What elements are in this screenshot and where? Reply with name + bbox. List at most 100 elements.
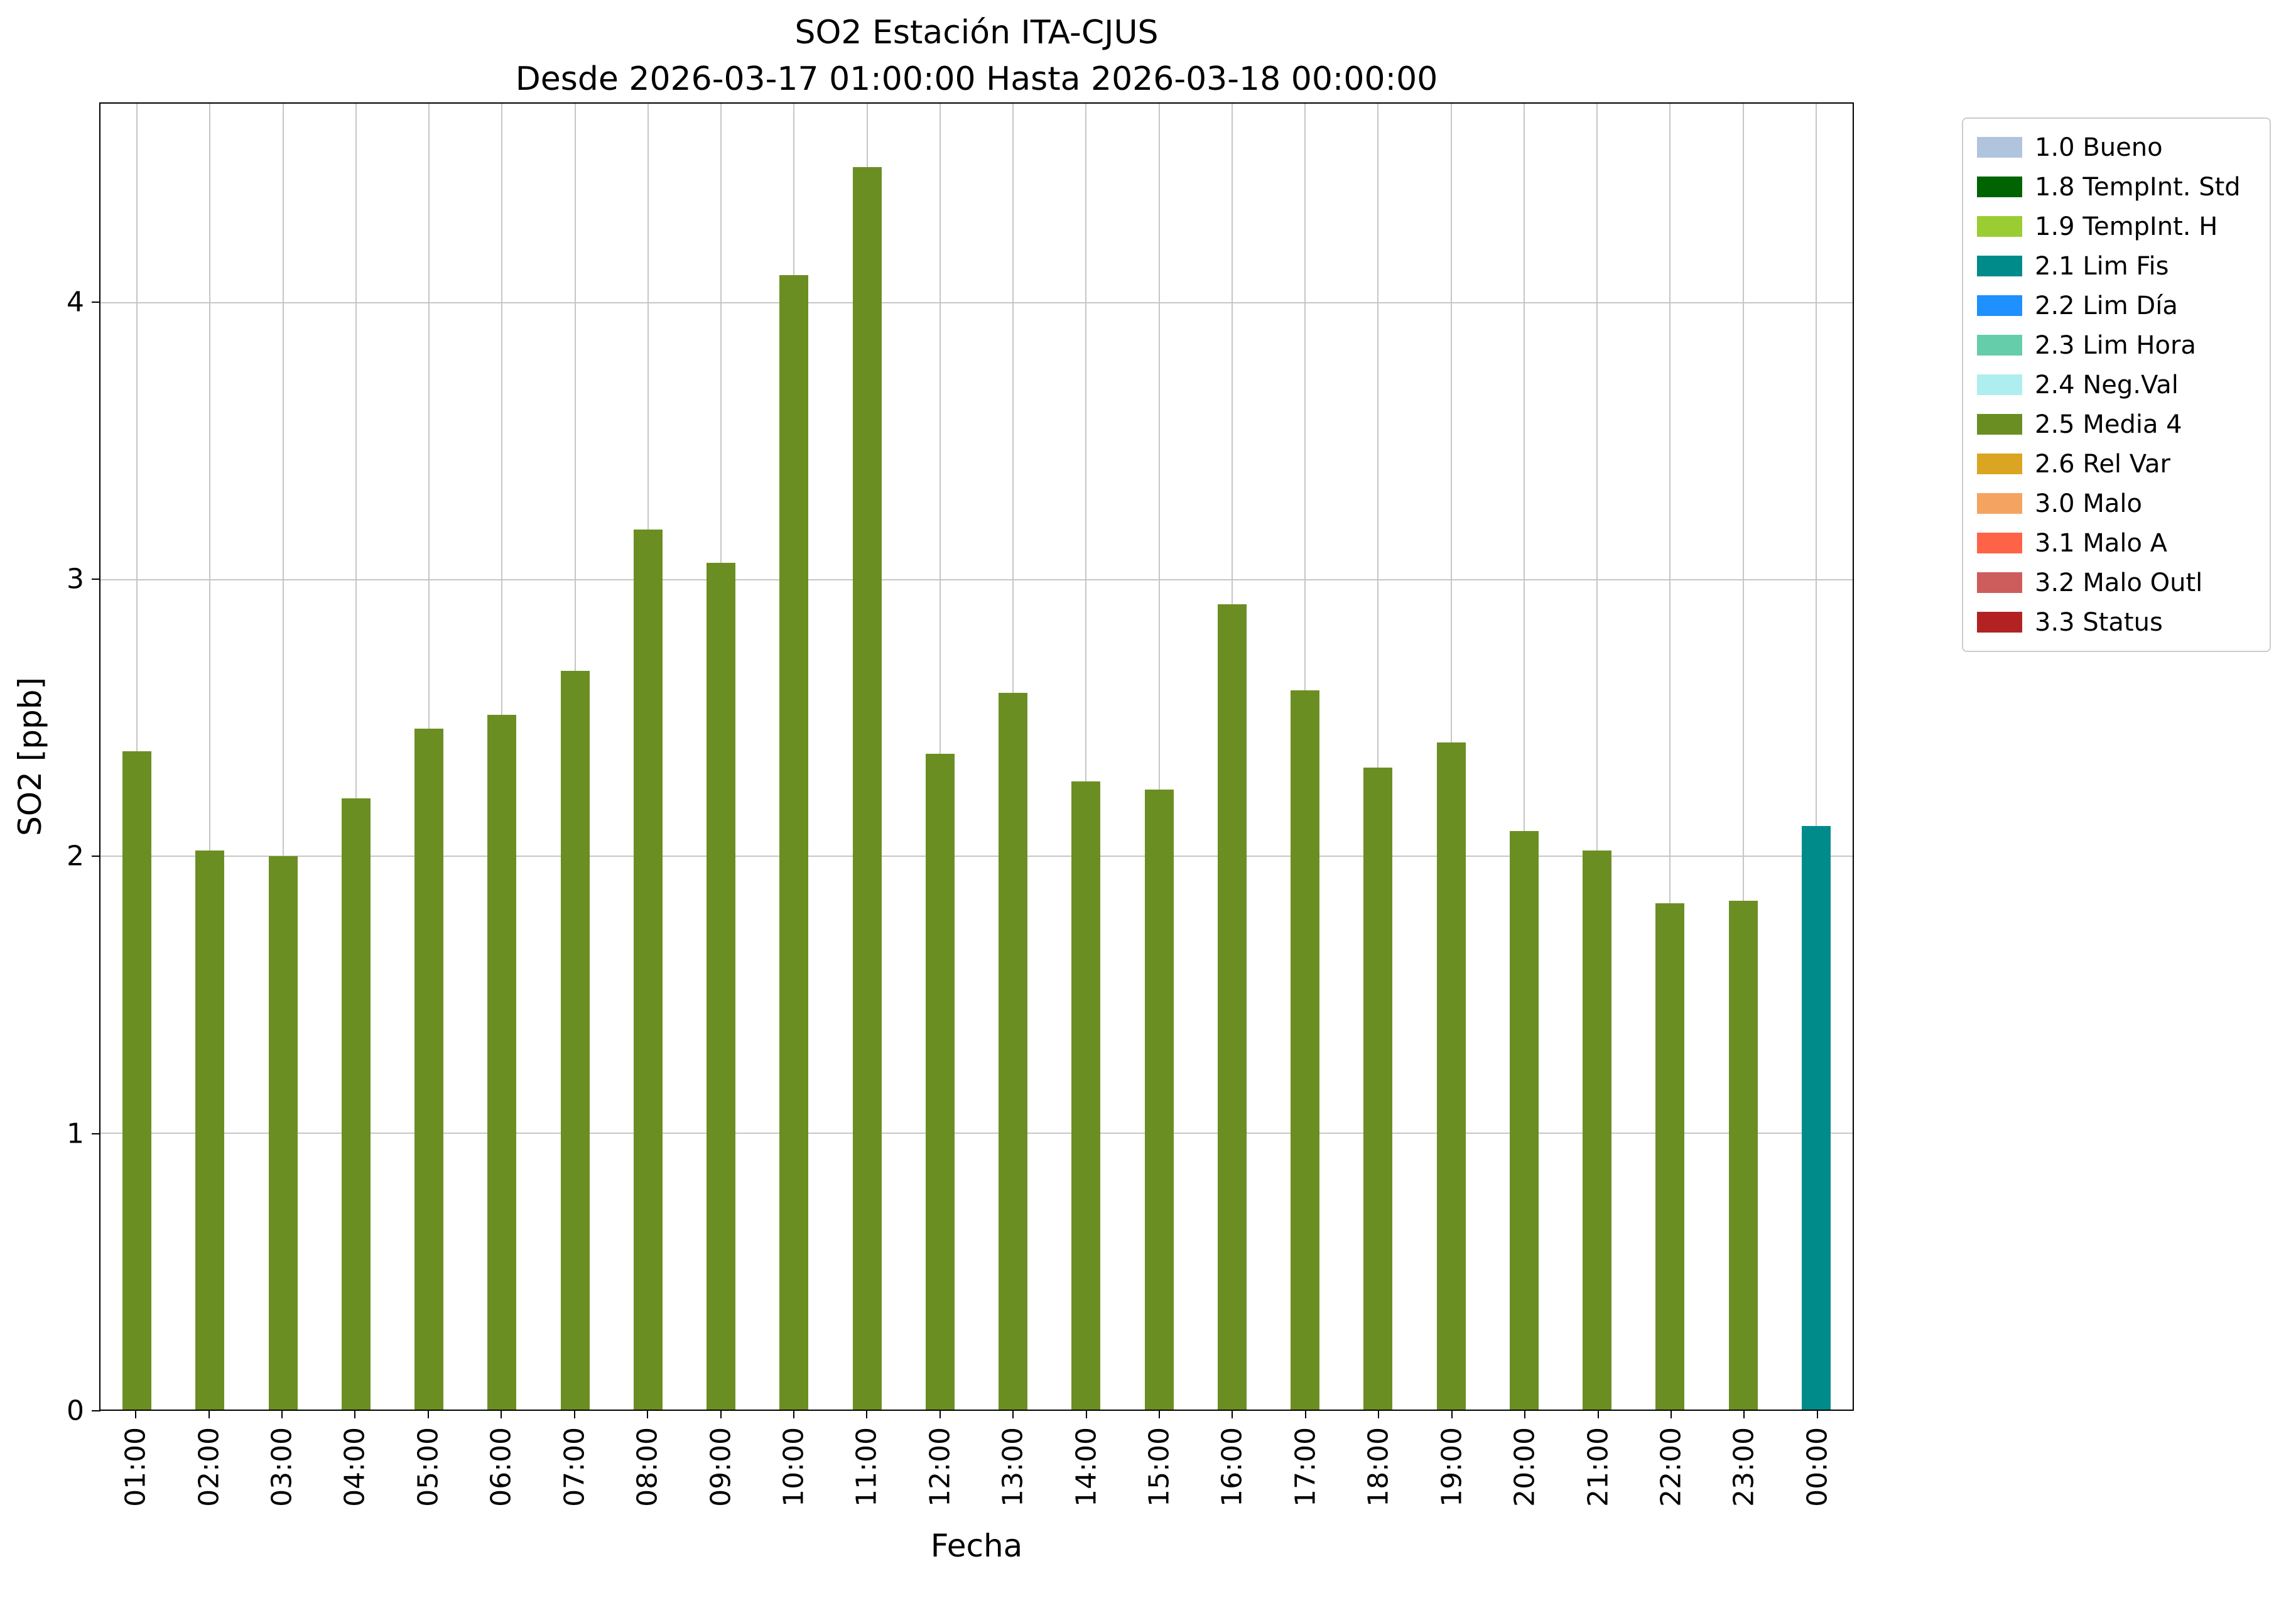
x-tick-mark [427, 1410, 429, 1418]
bar [1291, 690, 1320, 1410]
x-tick-mark [501, 1410, 502, 1418]
gridline-vertical [1085, 104, 1087, 1410]
x-tick-mark [1378, 1410, 1380, 1418]
x-tick-mark [135, 1410, 137, 1418]
legend-swatch [1977, 612, 2022, 633]
legend-label: 2.4 Neg.Val [2035, 370, 2179, 400]
legend-row: 3.0 Malo [1977, 484, 2256, 523]
legend-swatch [1977, 177, 2022, 197]
gridline-vertical [1815, 104, 1817, 1410]
bar [999, 693, 1028, 1410]
gridline-vertical [209, 104, 211, 1410]
legend-label: 2.6 Rel Var [2035, 449, 2170, 479]
gridline-vertical [1669, 104, 1671, 1410]
bar [414, 729, 444, 1410]
y-tick-mark [92, 301, 100, 303]
gridline-horizontal [100, 856, 1853, 857]
x-tick-label: 18:00 [1362, 1427, 1395, 1507]
x-tick-mark [573, 1410, 575, 1418]
gridline-vertical [1377, 104, 1379, 1410]
legend-swatch [1977, 454, 2022, 474]
gridline-horizontal [100, 302, 1853, 304]
x-tick-mark [1451, 1410, 1453, 1418]
y-axis: 0 1 2 3 4 [6, 102, 100, 1427]
x-tick-label: 21:00 [1582, 1427, 1615, 1507]
legend-swatch [1977, 295, 2022, 316]
legend-row: 2.3 Lim Hora [1977, 325, 2256, 365]
x-tick-mark [1743, 1410, 1745, 1418]
gridline-vertical [282, 104, 284, 1410]
y-tick-label: 2 [67, 840, 84, 872]
x-tick-mark [1085, 1410, 1087, 1418]
x-tick-label: 05:00 [412, 1427, 445, 1507]
legend-row: 1.9 TempInt. H [1977, 207, 2256, 246]
gridline-vertical [1742, 104, 1744, 1410]
x-tick-mark [1232, 1410, 1233, 1418]
x-tick-label: 02:00 [193, 1427, 225, 1507]
legend: 1.0 Bueno 1.8 TempInt. Std 1.9 TempInt. H 2… [1962, 117, 2271, 652]
bar [707, 563, 736, 1410]
legend-label: 3.1 Malo A [2035, 528, 2168, 558]
x-tick-label: 09:00 [705, 1427, 737, 1507]
x-tick-label: 12:00 [924, 1427, 956, 1507]
plot-area: 0 1 2 3 4 01:00 02:00 03:00 04:00 05:00 06:00 07:0… [67, 102, 1854, 1507]
x-axis-title: Fecha [930, 1528, 1023, 1564]
y-tick-label: 4 [67, 286, 84, 318]
y-tick-label: 0 [67, 1394, 84, 1427]
x-tick-label: 19:00 [1436, 1427, 1468, 1507]
legend-row: 2.4 Neg.Val [1977, 365, 2256, 405]
x-tick-label: 15:00 [1143, 1427, 1176, 1507]
y-tick-label: 1 [67, 1117, 84, 1150]
gridline-vertical [1158, 104, 1160, 1410]
x-tick-label: 20:00 [1508, 1427, 1541, 1507]
x-tick-mark [354, 1410, 356, 1418]
legend-label: 1.8 TempInt. Std [2035, 172, 2241, 202]
legend-row: 3.2 Malo Outl [1977, 563, 2256, 602]
legend-row: 2.5 Media 4 [1977, 405, 2256, 444]
legend-swatch [1977, 256, 2022, 276]
x-tick-mark [281, 1410, 283, 1418]
x-tick-label: 01:00 [119, 1427, 152, 1507]
bar [1801, 825, 1831, 1410]
y-tick-mark [92, 856, 100, 857]
gridline-horizontal [100, 579, 1853, 580]
y-tick-mark [92, 1410, 100, 1411]
legend-label: 3.3 Status [2035, 607, 2163, 637]
bar [341, 798, 371, 1410]
x-tick-mark [720, 1410, 722, 1418]
y-tick-label: 3 [67, 563, 84, 595]
legend-swatch [1977, 493, 2022, 514]
legend-row: 1.8 TempInt. Std [1977, 167, 2256, 207]
legend-row: 2.1 Lim Fis [1977, 246, 2256, 286]
bar [1363, 768, 1393, 1410]
chart-title: SO2 Estación ITA-CJUS [794, 14, 1159, 52]
x-tick-mark [1670, 1410, 1672, 1418]
legend-row: 2.6 Rel Var [1977, 444, 2256, 484]
x-tick-mark [1159, 1410, 1161, 1418]
bar [560, 670, 590, 1410]
legend-swatch [1977, 137, 2022, 158]
legend-row: 3.1 Malo A [1977, 523, 2256, 563]
legend-swatch [1977, 335, 2022, 356]
legend-swatch [1977, 374, 2022, 395]
bar [195, 851, 225, 1410]
bar [1655, 903, 1685, 1410]
x-tick-mark [647, 1410, 649, 1418]
x-tick-label: 16:00 [1216, 1427, 1248, 1507]
y-tick-mark [92, 1133, 100, 1134]
x-tick-label: 06:00 [485, 1427, 517, 1507]
bar [487, 715, 517, 1410]
x-tick-label: 08:00 [631, 1427, 664, 1507]
bar [1583, 851, 1612, 1410]
legend-label: 1.0 Bueno [2035, 133, 2163, 162]
legend-label: 1.9 TempInt. H [2035, 212, 2218, 241]
x-tick-mark [939, 1410, 941, 1418]
x-tick-label: 13:00 [997, 1427, 1029, 1507]
x-tick-label: 23:00 [1728, 1427, 1760, 1507]
x-tick-mark [208, 1410, 210, 1418]
legend-swatch [1977, 216, 2022, 237]
x-tick-label: 04:00 [338, 1427, 371, 1507]
x-tick-mark [1597, 1410, 1599, 1418]
x-tick-mark [1304, 1410, 1306, 1418]
bar [1217, 604, 1247, 1410]
